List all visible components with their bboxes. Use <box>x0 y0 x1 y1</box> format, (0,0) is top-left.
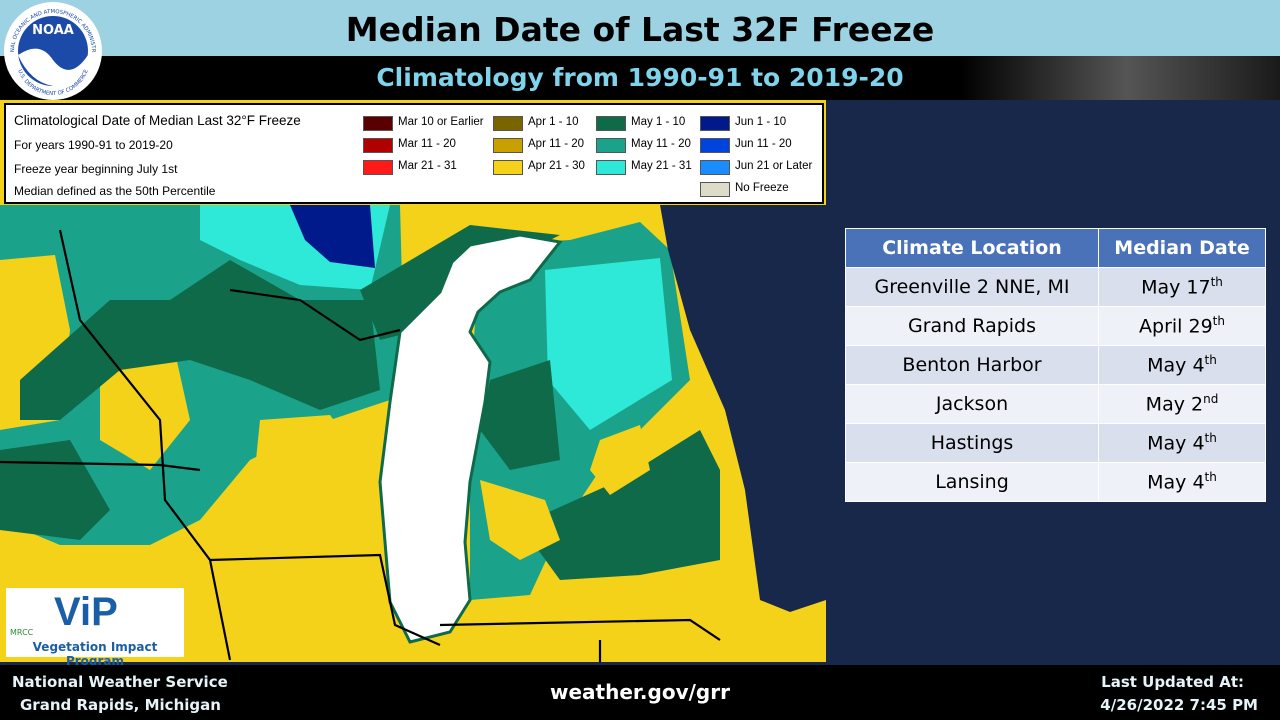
map-zone <box>480 480 560 560</box>
legend-text: Median defined as the 50th Percentile <box>14 184 216 198</box>
state-borders <box>0 229 721 662</box>
table-header-row: Climate Location Median Date <box>845 228 1266 268</box>
legend-label: May 21 - 31 <box>631 160 692 172</box>
legend-label: Apr 21 - 30 <box>528 160 585 172</box>
location: Grand Rapids <box>845 306 1099 346</box>
legend-label: Jun 21 or Later <box>735 160 813 172</box>
date-suffix: th <box>1212 314 1225 329</box>
date-text: May 4 <box>1147 471 1205 494</box>
table-row: Jackson May 2nd <box>845 384 1266 424</box>
table-header: Median Date <box>1098 228 1266 268</box>
legend-swatch <box>363 116 393 131</box>
legend-label: Apr 1 - 10 <box>528 116 579 128</box>
location: Greenville 2 NNE, MI <box>845 267 1099 307</box>
legend-swatch <box>493 116 523 131</box>
updated-time: 4/26/2022 7:45 PM <box>1100 696 1258 714</box>
legend-label: May 11 - 20 <box>631 138 691 150</box>
legend-text: For years 1990-91 to 2019-20 <box>14 138 173 152</box>
median-date: May 17th <box>1098 267 1266 307</box>
legend-label: May 1 - 10 <box>631 116 686 128</box>
logo-bird <box>18 48 88 87</box>
subtitle-band <box>0 56 1280 100</box>
legend-swatch <box>700 138 730 153</box>
date-suffix: th <box>1204 353 1217 368</box>
footer-band <box>0 665 1280 720</box>
table-row: Benton Harbor May 4th <box>845 345 1266 385</box>
table-row: Lansing May 4th <box>845 462 1266 502</box>
median-date: May 2nd <box>1098 384 1266 424</box>
median-date: May 4th <box>1098 462 1266 502</box>
table-row: Greenville 2 NNE, MI May 17th <box>845 267 1266 307</box>
date-text: May 2 <box>1145 393 1204 416</box>
freeze-map <box>0 100 826 662</box>
legend-text: Freeze year beginning July 1st <box>14 162 178 176</box>
map-zone <box>590 425 650 495</box>
legend-swatch <box>700 116 730 131</box>
climate-table: Climate Location Median Date Greenville 2 … <box>845 228 1266 502</box>
table-header: Climate Location <box>845 228 1099 268</box>
footer-location: Grand Rapids, Michigan <box>20 696 221 714</box>
map-zone <box>290 205 375 268</box>
legend-swatch <box>700 160 730 175</box>
date-text: May 17 <box>1141 276 1211 299</box>
map-zone <box>20 260 380 420</box>
location: Hastings <box>845 423 1099 463</box>
table-row: Grand Rapids April 29th <box>845 306 1266 346</box>
vip-program: Vegetation Impact Program <box>32 640 158 668</box>
date-text: May 4 <box>1147 432 1205 455</box>
legend-swatch <box>493 138 523 153</box>
subtitle: Climatology from 1990-91 to 2019-20 <box>376 63 904 92</box>
legend-label: Mar 10 or Earlier <box>398 116 484 128</box>
lake-huron <box>660 205 826 612</box>
legend-swatch <box>596 116 626 131</box>
date-text: May 4 <box>1147 354 1205 377</box>
legend-swatch <box>493 160 523 175</box>
date-suffix: th <box>1204 431 1217 446</box>
map-zone <box>0 440 110 540</box>
noaa-logo: NOAA NATIONAL OCEANIC AND ATMOSPHERIC AD… <box>0 0 102 100</box>
map-zone <box>520 430 720 580</box>
legend-swatch <box>596 160 626 175</box>
header-band <box>0 0 1280 56</box>
map-zone <box>0 205 405 545</box>
footer-office: National Weather Service <box>12 673 228 691</box>
date-suffix: nd <box>1203 392 1219 407</box>
vip-logo: MRCC ViP Vegetation Impact Program <box>6 588 184 668</box>
title: Median Date of Last 32F Freeze <box>345 10 935 49</box>
legend-swatch <box>700 182 730 197</box>
legend-label: Apr 11 - 20 <box>528 138 585 150</box>
map-zone <box>250 415 370 530</box>
vip-org: MRCC <box>10 628 34 637</box>
lake-michigan <box>378 233 563 644</box>
date-suffix: th <box>1210 275 1223 290</box>
map-legend: Climatological Date of Median Last 32°F … <box>4 103 824 204</box>
legend-label: No Freeze <box>735 182 789 194</box>
median-date: May 4th <box>1098 345 1266 385</box>
map-zone <box>545 258 672 430</box>
date-text: April 29 <box>1139 315 1213 338</box>
legend-swatch <box>363 160 393 175</box>
date-suffix: th <box>1204 470 1217 485</box>
legend-label: Mar 21 - 31 <box>398 160 457 172</box>
legend-swatch <box>363 138 393 153</box>
location: Lansing <box>845 462 1099 502</box>
legend-label: Jun 11 - 20 <box>735 138 792 150</box>
median-date: May 4th <box>1098 423 1266 463</box>
location: Jackson <box>845 384 1099 424</box>
legend-swatch <box>596 138 626 153</box>
footer-url: weather.gov/grr <box>550 680 730 704</box>
logo-name: NOAA <box>32 23 74 38</box>
legend-label: Mar 11 - 20 <box>398 138 456 150</box>
updated-label: Last Updated At: <box>1101 673 1244 691</box>
location: Benton Harbor <box>845 345 1099 385</box>
median-date: April 29th <box>1098 306 1266 346</box>
legend-label: Jun 1 - 10 <box>735 116 787 128</box>
vip-name: ViP <box>54 590 118 634</box>
table-row: Hastings May 4th <box>845 423 1266 463</box>
map-zone <box>480 360 560 470</box>
legend-text: Climatological Date of Median Last 32°F … <box>14 113 301 128</box>
